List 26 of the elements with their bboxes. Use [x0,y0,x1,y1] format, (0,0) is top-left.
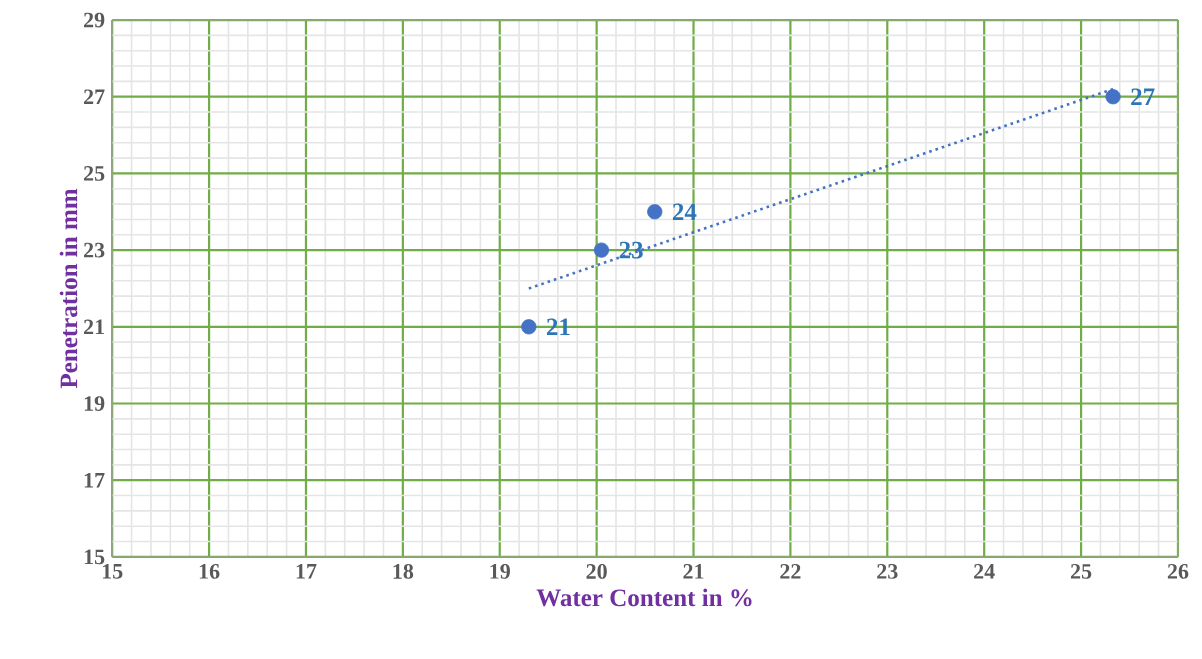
y-axis-title: Penetration in mm [59,188,78,389]
x-tick-label: 19 [490,563,510,579]
y-tick-label: 27 [83,89,105,104]
y-tick-label: 23 [83,242,105,258]
y-tick-label: 17 [84,472,105,488]
x-tick-label: 25 [1070,563,1092,579]
y-tick-label: 29 [83,12,105,28]
point [521,319,537,335]
x-axis-title: Water Content in % [536,588,752,607]
x-tick-label: 22 [780,563,801,579]
point [647,204,663,220]
x-tick-label: 18 [393,563,414,579]
y-tick-label: 15 [84,549,105,565]
x-tick-label: 17 [296,563,317,579]
x-tick-label: 21 [683,563,704,579]
x-tick-label: 20 [586,563,607,579]
x-tick-label: 23 [877,563,898,579]
y-tick-label: 21 [83,319,104,335]
x-tick-label: 26 [1167,563,1189,579]
x-tick-label: 16 [199,563,220,579]
y-tick-label: 19 [84,396,105,411]
point [593,242,610,258]
x-tick-label: 15 [102,563,123,579]
point [1105,89,1121,105]
x-tick-label: 24 [974,563,995,579]
y-tick-label: 25 [83,166,105,181]
